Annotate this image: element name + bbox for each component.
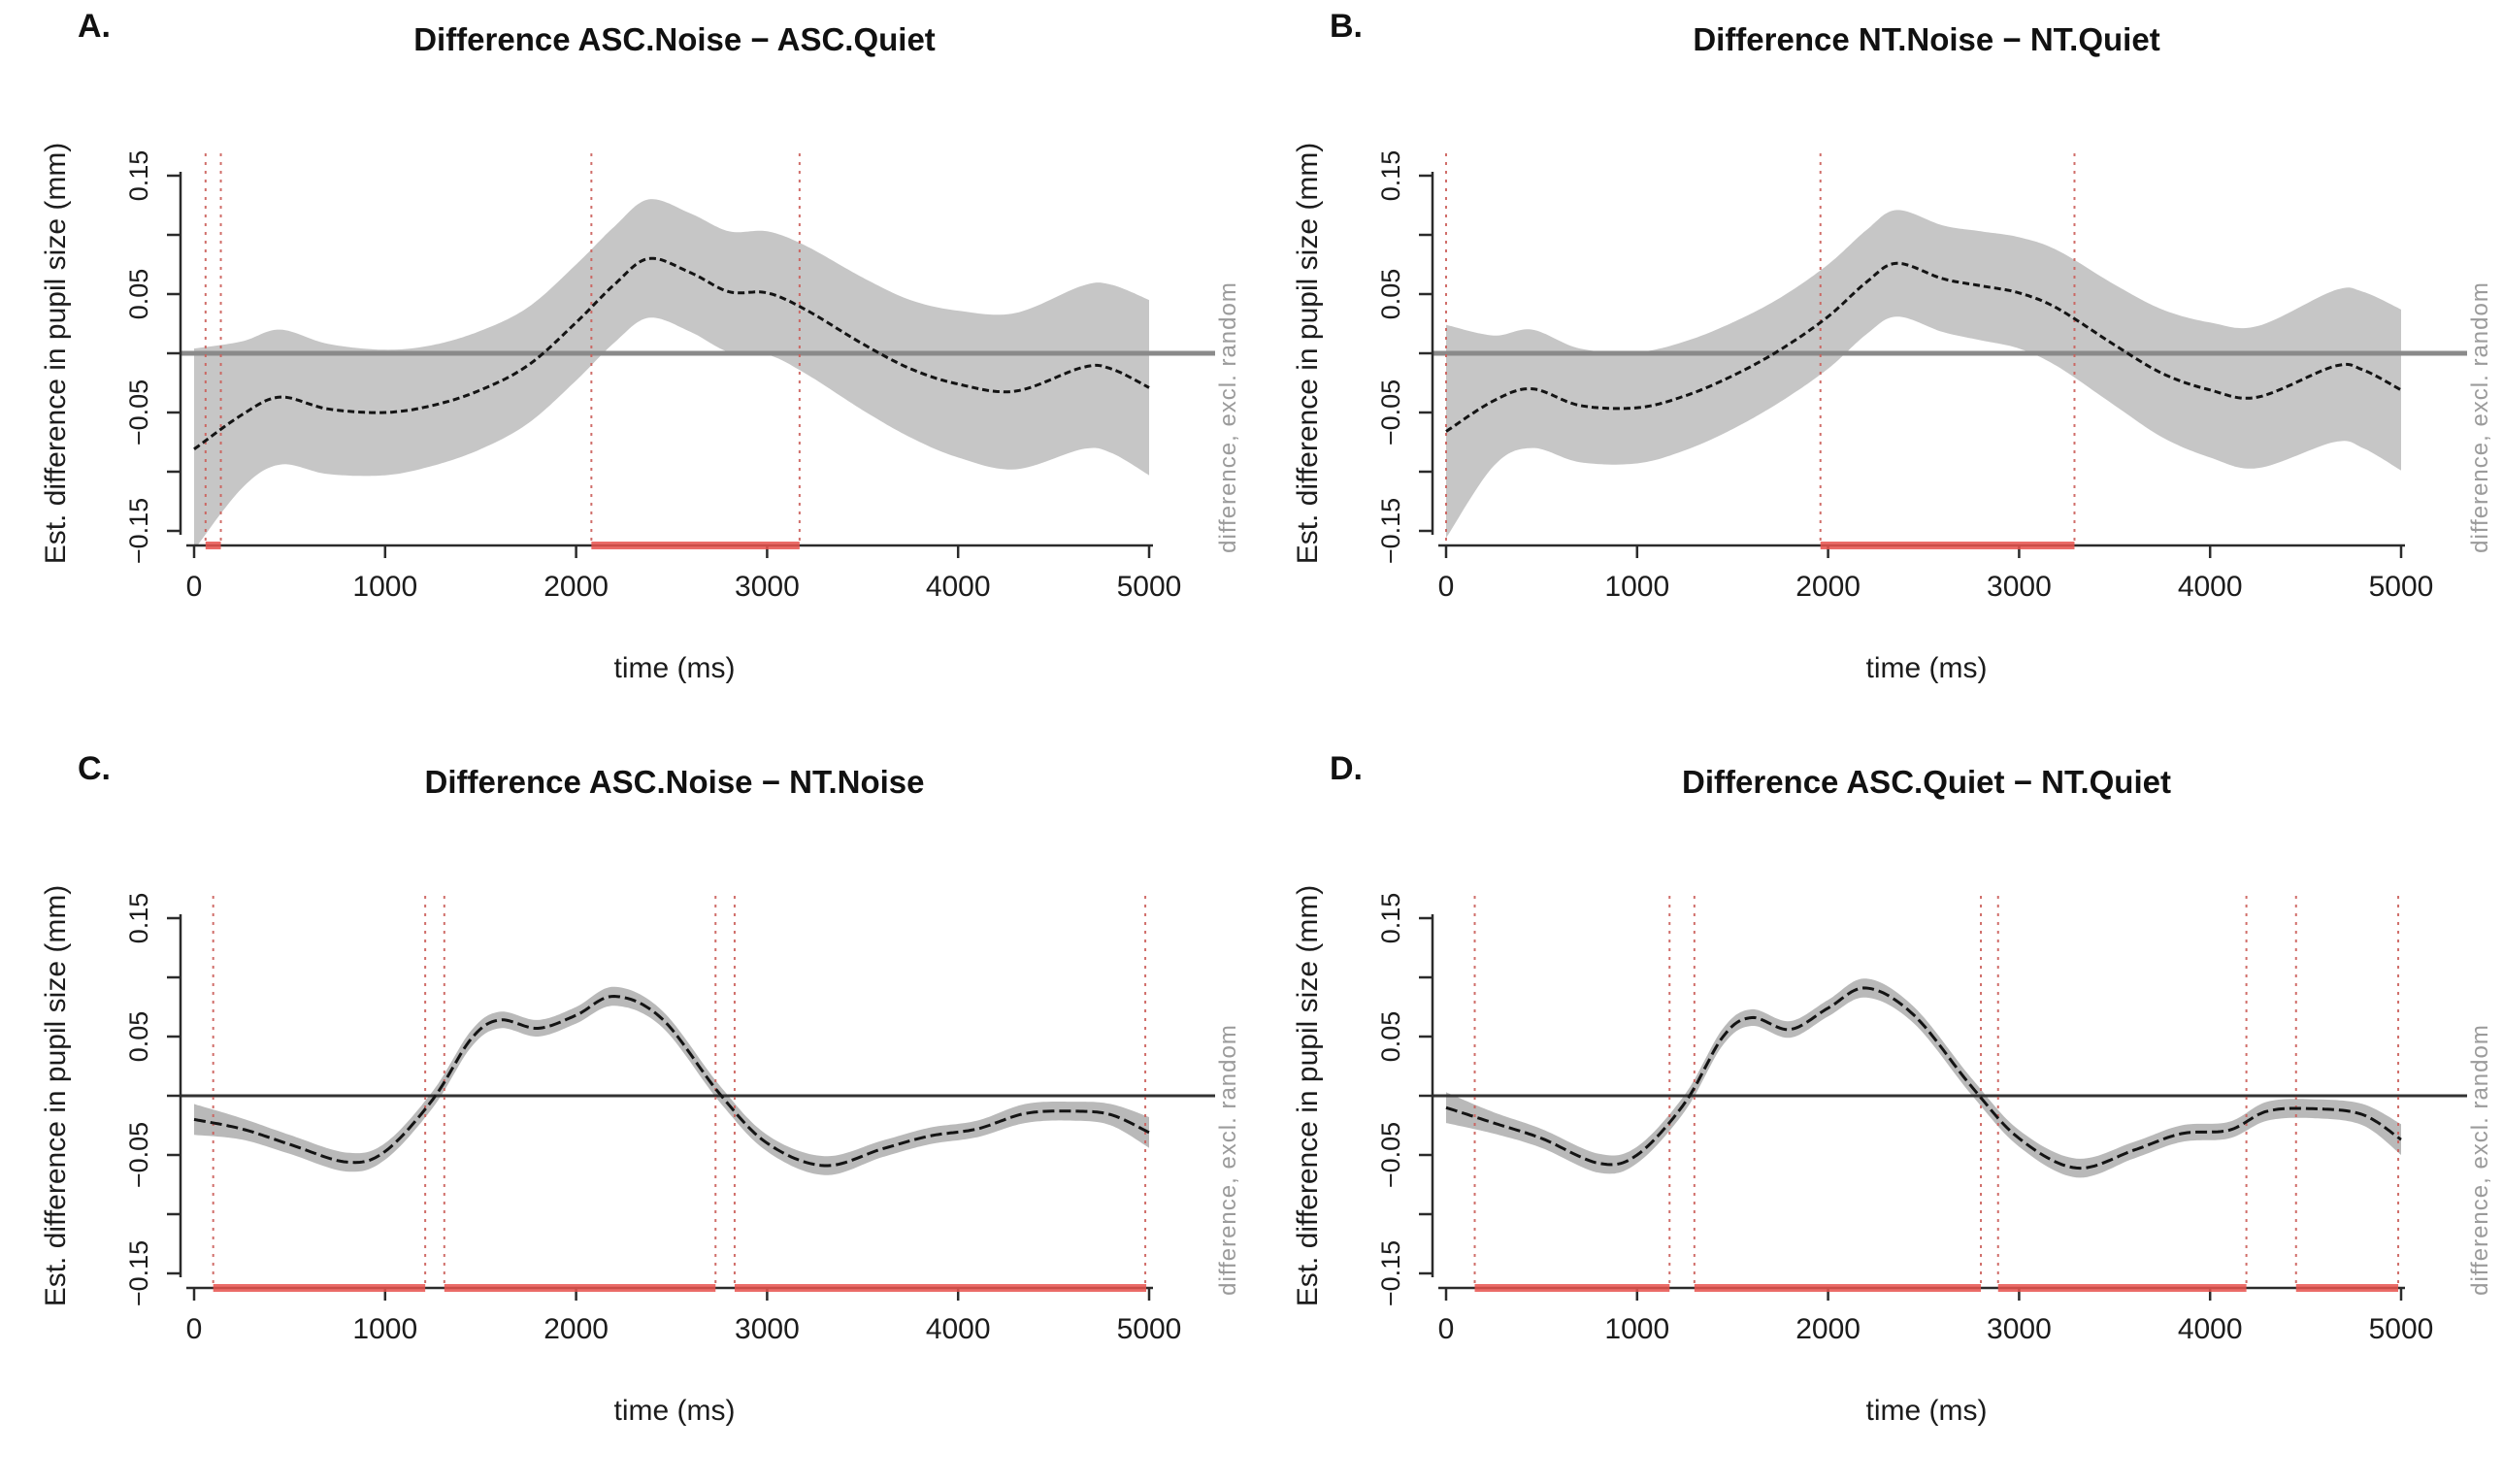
panel-c-title: Difference ASC.Noise − NT.Noise (424, 764, 925, 800)
panel-a-right-label: difference, excl. random (1215, 281, 1241, 553)
x-tick-label: 2000 (1795, 571, 1861, 603)
y-tick-label: −0.05 (1376, 1122, 1405, 1188)
y-tick-label: 0.05 (1376, 269, 1405, 320)
x-tick-label: 0 (1438, 571, 1455, 603)
y-tick-label: −0.15 (124, 1240, 153, 1306)
y-tick-label: −0.15 (1376, 1240, 1405, 1306)
y-tick-label: 0.05 (124, 269, 153, 320)
panel-d-x-axis-label: time (ms) (1865, 1395, 1988, 1427)
plot-a-canvas: 0.15 0.05 −0.05 −0.15 0 1000 2000 3000 4000 5000 (124, 150, 1215, 603)
plot-b-canvas: 0.15 0.05 −0.05 −0.15 0 1000 2000 3000 4000 5000 (1376, 150, 2467, 603)
panel-c-right-label: difference, excl. random (1215, 1024, 1241, 1296)
difference-curve (193, 256, 1150, 450)
x-tick-label: 0 (186, 571, 203, 603)
x-tick-label: 5000 (2369, 571, 2434, 603)
panel-d-title: Difference ASC.Quiet − NT.Quiet (1682, 764, 2171, 800)
x-tick-label: 2000 (1795, 1313, 1861, 1345)
x-tick-label: 5000 (2369, 1313, 2434, 1345)
y-tick-label: −0.15 (1376, 498, 1405, 564)
panel-b: 0.15 0.05 −0.05 −0.15 0 1000 2000 3000 4000 5000 … (1252, 0, 2503, 742)
panel-a-y-axis-label: Est. difference in pupil size (mm) (40, 142, 72, 565)
x-tick-label: 3000 (735, 1313, 800, 1345)
panel-c-y-axis-label: Est. difference in pupil size (mm) (40, 884, 72, 1307)
panel-a-title: Difference ASC.Noise − ASC.Quiet (413, 21, 936, 57)
confidence-band (194, 986, 1149, 1175)
y-tick-label: 0.15 (124, 150, 153, 202)
y-tick-label: −0.05 (124, 1122, 153, 1188)
panel-d-right-label: difference, excl. random (2467, 1024, 2493, 1296)
panel-d: 0.15 0.05 −0.05 −0.15 0 1000 2000 3000 4000 5000 … (1252, 742, 2503, 1484)
x-tick-label: 0 (1438, 1313, 1455, 1345)
x-tick-label: 5000 (1117, 571, 1182, 603)
confidence-band (194, 199, 1149, 546)
y-tick-label: −0.15 (124, 498, 153, 564)
difference-curve (193, 994, 1150, 1168)
plot-c-canvas: 0.15 0.05 −0.05 −0.15 0 1000 2000 3000 4000 5000 (124, 893, 1215, 1345)
x-tick-label: 4000 (926, 1313, 991, 1345)
difference-curve (1445, 986, 2402, 1171)
x-tick-label: 5000 (1117, 1313, 1182, 1345)
x-tick-label: 4000 (2178, 1313, 2243, 1345)
x-tick-label: 3000 (1987, 571, 2052, 603)
panel-d-letter: D. (1330, 750, 1363, 787)
panel-b-y-axis-label: Est. difference in pupil size (mm) (1292, 142, 1324, 565)
y-tick-label: −0.05 (1376, 379, 1405, 445)
panel-d-y-axis-label: Est. difference in pupil size (mm) (1292, 884, 1324, 1307)
y-tick-label: 0.15 (1376, 150, 1405, 202)
panel-c-x-axis-label: time (ms) (613, 1395, 736, 1427)
x-tick-label: 3000 (1987, 1313, 2052, 1345)
difference-curve (1445, 261, 2402, 433)
panel-b-title: Difference NT.Noise − NT.Quiet (1693, 21, 2160, 57)
x-tick-label: 1000 (352, 1313, 417, 1345)
x-tick-label: 2000 (543, 571, 609, 603)
x-tick-label: 4000 (926, 571, 991, 603)
panel-a: 0.15 0.05 −0.05 −0.15 0 1000 2000 3000 4000 5000 … (0, 0, 1251, 742)
x-tick-label: 1000 (352, 571, 417, 603)
panel-c-letter: C. (78, 750, 111, 787)
plot-d-canvas: 0.15 0.05 −0.05 −0.15 0 1000 2000 3000 4000 5000 (1376, 893, 2467, 1345)
panel-b-letter: B. (1330, 8, 1363, 45)
panel-a-letter: A. (78, 8, 111, 45)
x-tick-label: 3000 (735, 571, 800, 603)
x-tick-label: 2000 (543, 1313, 609, 1345)
panel-a-x-axis-label: time (ms) (613, 652, 736, 684)
y-tick-label: 0.15 (124, 893, 153, 944)
x-tick-label: 0 (186, 1313, 203, 1345)
panel-c: 0.15 0.05 −0.05 −0.15 0 1000 2000 3000 4000 5000 … (0, 742, 1251, 1484)
y-tick-label: −0.05 (124, 379, 153, 445)
y-tick-label: 0.05 (1376, 1011, 1405, 1063)
confidence-band (1446, 978, 2401, 1178)
x-tick-label: 1000 (1604, 1313, 1669, 1345)
y-tick-label: 0.15 (1376, 893, 1405, 944)
y-tick-label: 0.05 (124, 1011, 153, 1063)
x-tick-label: 1000 (1604, 571, 1669, 603)
panel-b-x-axis-label: time (ms) (1865, 652, 1988, 684)
confidence-band (1446, 210, 2401, 539)
x-tick-label: 4000 (2178, 571, 2243, 603)
panel-b-right-label: difference, excl. random (2467, 281, 2493, 553)
